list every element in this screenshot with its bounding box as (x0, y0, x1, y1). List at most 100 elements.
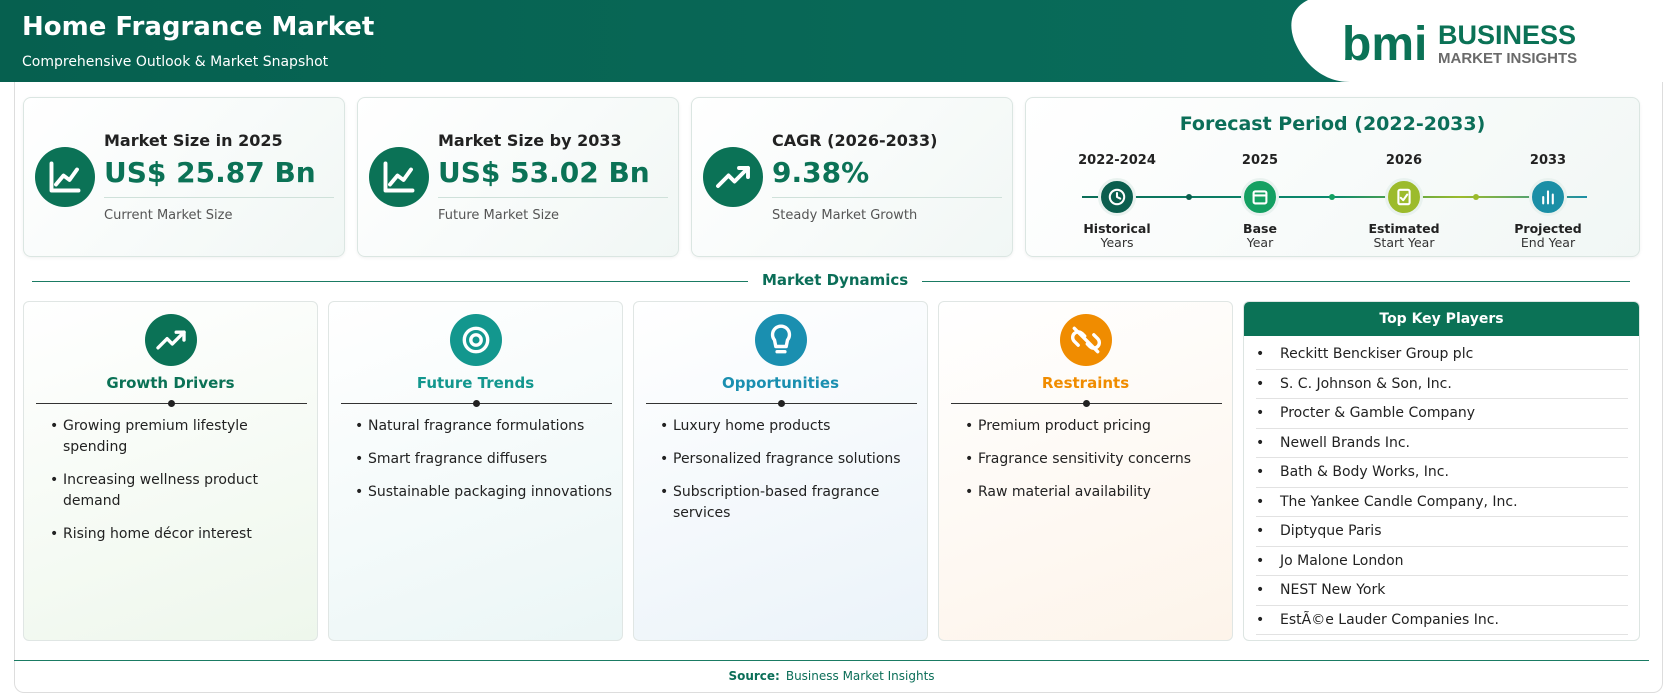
stat-label: Market Size by 2033 (438, 131, 622, 150)
icon (1252, 190, 1268, 205)
stat-value: US$ 25.87 Bn (104, 156, 316, 189)
key-player: NEST New York (1256, 576, 1628, 606)
section-title: Market Dynamics (748, 271, 923, 289)
stat-rule (104, 197, 334, 198)
forecast-label: Historical (1083, 221, 1151, 236)
icon (716, 166, 750, 188)
stat-caption: Current Market Size (104, 208, 233, 223)
column-list: Natural fragrance formulations Smart frag… (355, 416, 617, 515)
stat-card: Market Size by 2033 US$ 53.02 Bn Future Ma… (357, 97, 679, 257)
subtitle: Comprehensive Outlook & Market Snapshot (22, 54, 329, 70)
divider (14, 660, 1649, 661)
forecast-sublabel: End Year (1520, 235, 1576, 250)
column-dot (778, 400, 785, 407)
stat-label: Market Size in 2025 (104, 131, 283, 150)
key-players: Top Key Players Reckitt Benckiser Group … (1243, 301, 1640, 641)
key-player: Procter & Gamble Company (1256, 399, 1628, 429)
timeline-dot (1185, 194, 1192, 200)
key-player: The Yankee Candle Company, Inc. (1256, 488, 1628, 517)
list-item: Fragrance sensitivity concerns (965, 449, 1227, 470)
list-item: Increasing wellness product demand (50, 470, 312, 512)
logo-background (1291, 0, 1663, 82)
icon (462, 326, 490, 354)
stat-card: CAGR (2026-2033) 9.38% Steady Market Growt… (691, 97, 1013, 257)
key-player: Diptyque Paris (1256, 517, 1628, 547)
column-icon (755, 314, 807, 366)
list-item: Personalized fragrance solutions (660, 449, 922, 470)
forecast-label: Estimated (1368, 221, 1440, 236)
stat-value: 9.38% (772, 156, 870, 189)
list-item: Natural fragrance formulations (355, 416, 617, 437)
list-item: Subscription-based fragrance services (660, 482, 922, 524)
footer: Source: Business Market Insights (0, 669, 1663, 683)
forecast-node (1241, 178, 1279, 216)
stat-rule (438, 197, 668, 198)
list-item: Rising home décor interest (50, 524, 312, 545)
column-list: Premium product pricing Fragrance sensiti… (965, 416, 1227, 515)
icon (49, 161, 81, 193)
stat-card: Market Size in 2025 US$ 25.87 Bn Current M… (23, 97, 345, 257)
column-list: Luxury home products Personalized fragran… (660, 416, 922, 536)
column-title: Future Trends (416, 374, 535, 392)
forecast-sublabel: Years (1100, 235, 1134, 250)
list-item: Sustainable packaging innovations (355, 482, 617, 503)
key-player: EstÃ©e Lauder Companies Inc. (1256, 606, 1628, 635)
icon (1542, 190, 1554, 205)
dynamics-column: Opportunities Luxury home products Persona… (633, 301, 928, 641)
dynamics-column: Restraints Premium product pricing Fragran… (938, 301, 1233, 641)
stat-icon (369, 147, 429, 207)
timeline-dot (1329, 194, 1335, 200)
icon (1108, 188, 1126, 206)
key-player: Bath & Body Works, Inc. (1256, 458, 1628, 488)
source-label: Source: (728, 669, 780, 683)
forecast-period: 2033 (1529, 153, 1567, 168)
header: Home Fragrance Market Comprehensive Outl… (0, 0, 1663, 82)
stat-value: US$ 53.02 Bn (438, 156, 650, 189)
key-players-list: Reckitt Benckiser Group plcS. C. Johnson… (1256, 340, 1628, 635)
forecast-node (1385, 178, 1423, 216)
column-title: Restraints (1041, 374, 1130, 392)
column-icon (1060, 314, 1112, 366)
column-dot (473, 400, 480, 407)
source: Business Market Insights (785, 669, 935, 683)
column-icon (450, 314, 502, 366)
icon (770, 324, 792, 354)
forecast-label: Projected (1514, 221, 1582, 236)
column-icon (145, 314, 197, 366)
key-players-title: Top Key Players (1244, 302, 1639, 336)
icon (1397, 188, 1411, 206)
column-dot (168, 400, 175, 407)
forecast-node (1529, 178, 1567, 216)
forecast-sublabel: Start Year (1373, 235, 1435, 250)
column-title: Growth Drivers (106, 374, 235, 392)
key-player: Jo Malone London (1256, 547, 1628, 576)
key-player: S. C. Johnson & Son, Inc. (1256, 370, 1628, 399)
list-item: Smart fragrance diffusers (355, 449, 617, 470)
logo-mark: bmi (1342, 18, 1427, 71)
title: Home Fragrance Market (22, 12, 375, 42)
stat-icon (703, 147, 763, 207)
list-item: Growing premium lifestyle spending (50, 416, 312, 458)
list-item: Raw material availability (965, 482, 1227, 503)
key-player: Newell Brands Inc. (1256, 429, 1628, 458)
column-list: Growing premium lifestyle spending Increa… (50, 416, 312, 557)
forecast-card: Forecast Period (2022-2033) 2022-2024 His… (1025, 97, 1640, 257)
dynamics-column: Future Trends Natural fragrance formulati… (328, 301, 623, 641)
column-dot (1083, 400, 1090, 407)
forecast-title: Forecast Period (2022-2033) (1179, 113, 1486, 135)
stat-caption: Steady Market Growth (772, 208, 918, 223)
logo-name: BUSINESS (1438, 20, 1576, 50)
icon (156, 330, 186, 350)
logo-panel: bmi BUSINESS MARKET INSIGHTS (1291, 0, 1663, 82)
list-item: Luxury home products (660, 416, 922, 437)
icon (1071, 326, 1101, 354)
dynamics-column: Growth Drivers Growing premium lifestyle … (23, 301, 318, 641)
stat-label: CAGR (2026-2033) (772, 131, 938, 150)
key-player: Reckitt Benckiser Group plc (1256, 340, 1628, 370)
icon (383, 161, 415, 193)
logo-tagline: MARKET INSIGHTS (1438, 50, 1577, 67)
forecast-period: 2022-2024 (1078, 153, 1156, 168)
forecast-period: 2026 (1385, 153, 1423, 168)
